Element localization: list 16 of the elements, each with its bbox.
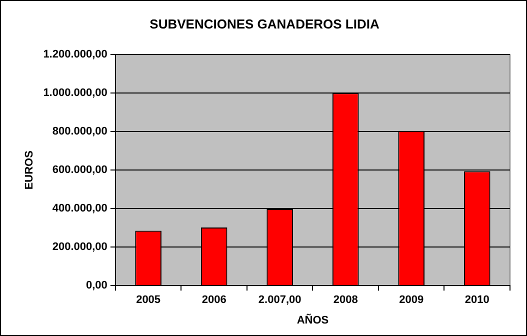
chart-title: SUBVENCIONES GANADEROS LIDIA: [150, 16, 380, 32]
x-tick-label: 2.007,00: [258, 294, 302, 306]
x-tick-label: 2010: [464, 294, 490, 306]
x-tick-label: 2006: [202, 294, 226, 306]
x-axis-title: AÑOS: [296, 313, 329, 326]
y-tick-label: 0,00: [86, 280, 108, 292]
x-tick-label: 2008: [333, 294, 358, 306]
y-tick-label: 800.000,00: [52, 126, 108, 138]
x-tick-label: 2009: [399, 294, 424, 306]
y-tick-label: 200.000,00: [52, 241, 108, 254]
x-tick-label: 2005: [136, 294, 161, 306]
y-tick-label: 600.000,00: [52, 164, 108, 176]
y-tick-label: 400.000,00: [52, 202, 108, 215]
y-tick-label: 1.000.000,00: [43, 87, 108, 100]
y-tick-label: 1.200.000,00: [43, 48, 108, 61]
y-axis-title: EUROS: [24, 150, 36, 190]
